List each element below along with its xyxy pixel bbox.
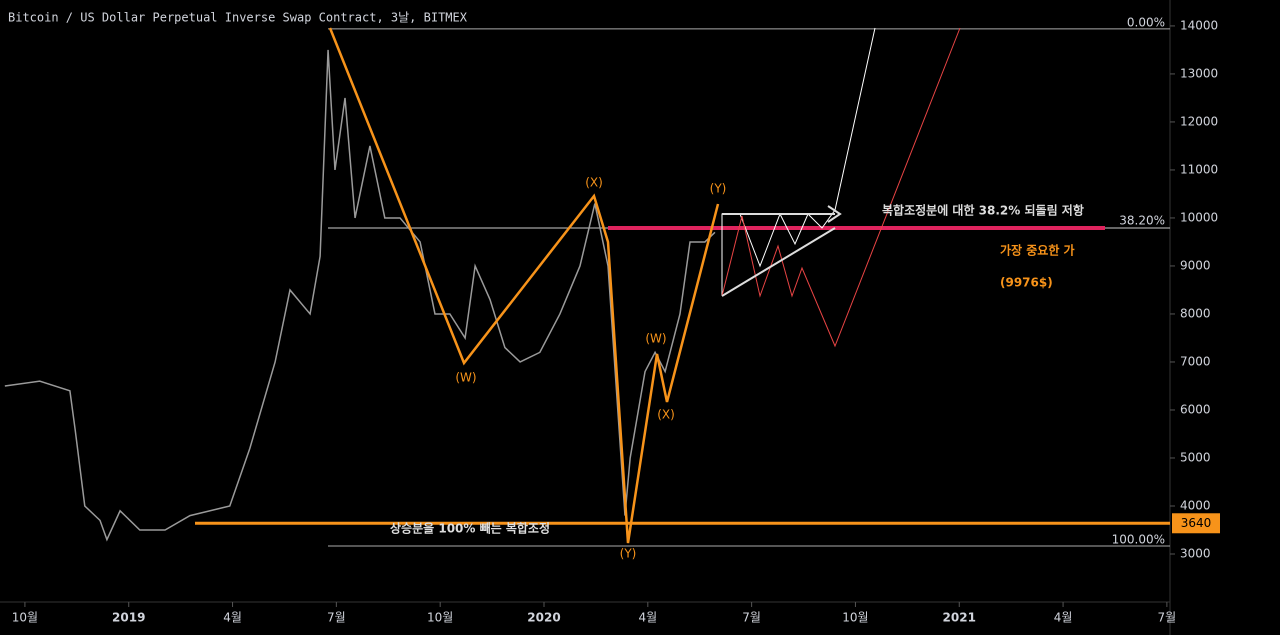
wave-label: (X) (585, 176, 603, 190)
y-tick-label: 11000 (1180, 162, 1218, 176)
x-tick-label: 4월 (638, 611, 657, 625)
y-tick-label: 13000 (1180, 66, 1218, 80)
x-tick-label: 10월 (842, 611, 868, 625)
y-tick-label: 12000 (1180, 114, 1218, 128)
y-tick-label: 6000 (1180, 402, 1211, 416)
y-tick-label: 8000 (1180, 306, 1211, 320)
annotation: 상승분을 100% 빼는 복합조정 (390, 521, 550, 536)
projection-red (721, 27, 961, 348)
x-tick-label: 7월 (1158, 611, 1177, 625)
wave-label: (X) (657, 408, 675, 422)
arrow (827, 205, 842, 223)
y-tick-label: 10000 (1180, 210, 1218, 224)
price-tag-bg (1172, 513, 1220, 534)
annotation: (9976$) (1000, 276, 1053, 290)
x-tick-label: 7월 (327, 611, 346, 625)
x-tick-label: 4월 (1054, 611, 1073, 625)
y-tick-label: 4000 (1180, 498, 1211, 512)
y-tick-label: 9000 (1180, 258, 1211, 272)
wave (328, 27, 720, 544)
wave-label: (Y) (710, 182, 727, 196)
triangle-bottom (721, 227, 836, 297)
x-tick-label: 2020 (527, 611, 560, 625)
wave-label: (W) (455, 371, 476, 385)
x-tick-label: 10월 (12, 611, 38, 625)
wave-label: (Y) (620, 547, 637, 561)
annotation: 복합조정분에 대한 38.2% 되돌림 저항 (882, 203, 1084, 218)
y-tick-label: 5000 (1180, 450, 1211, 464)
x-tick-label: 10월 (427, 611, 453, 625)
x-tick-label: 4월 (223, 611, 242, 625)
y-tick-label: 3000 (1180, 546, 1211, 560)
y-tick-label: 14000 (1180, 18, 1218, 32)
x-tick-label: 7월 (742, 611, 761, 625)
annotation: 가장 중요한 가 (1000, 243, 1075, 258)
y-tick-label: 7000 (1180, 354, 1211, 368)
x-tick-label: 2021 (943, 611, 976, 625)
fib-label: 0.00% (1127, 16, 1165, 30)
fib-label: 100.00% (1112, 533, 1165, 547)
x-tick-label: 2019 (112, 611, 145, 625)
price-tag: 3640 (1181, 516, 1212, 530)
price-line (4, 49, 716, 542)
wave-label: (W) (645, 332, 666, 346)
chart-title: Bitcoin / US Dollar Perpetual Inverse Sw… (8, 11, 468, 25)
fib-label: 38.20% (1119, 214, 1165, 228)
